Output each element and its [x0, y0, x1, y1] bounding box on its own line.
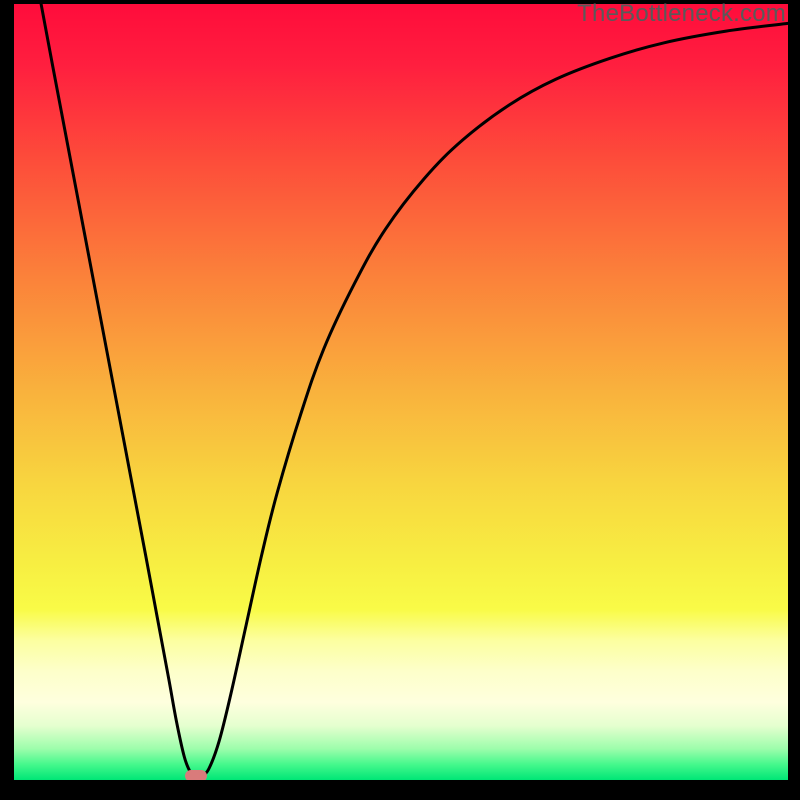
chart-container: TheBottleneck.com — [0, 0, 800, 800]
watermark-text: TheBottleneck.com — [577, 0, 786, 28]
optimal-point-marker — [185, 770, 207, 780]
gradient-background — [14, 4, 788, 780]
plot-area — [14, 4, 788, 780]
